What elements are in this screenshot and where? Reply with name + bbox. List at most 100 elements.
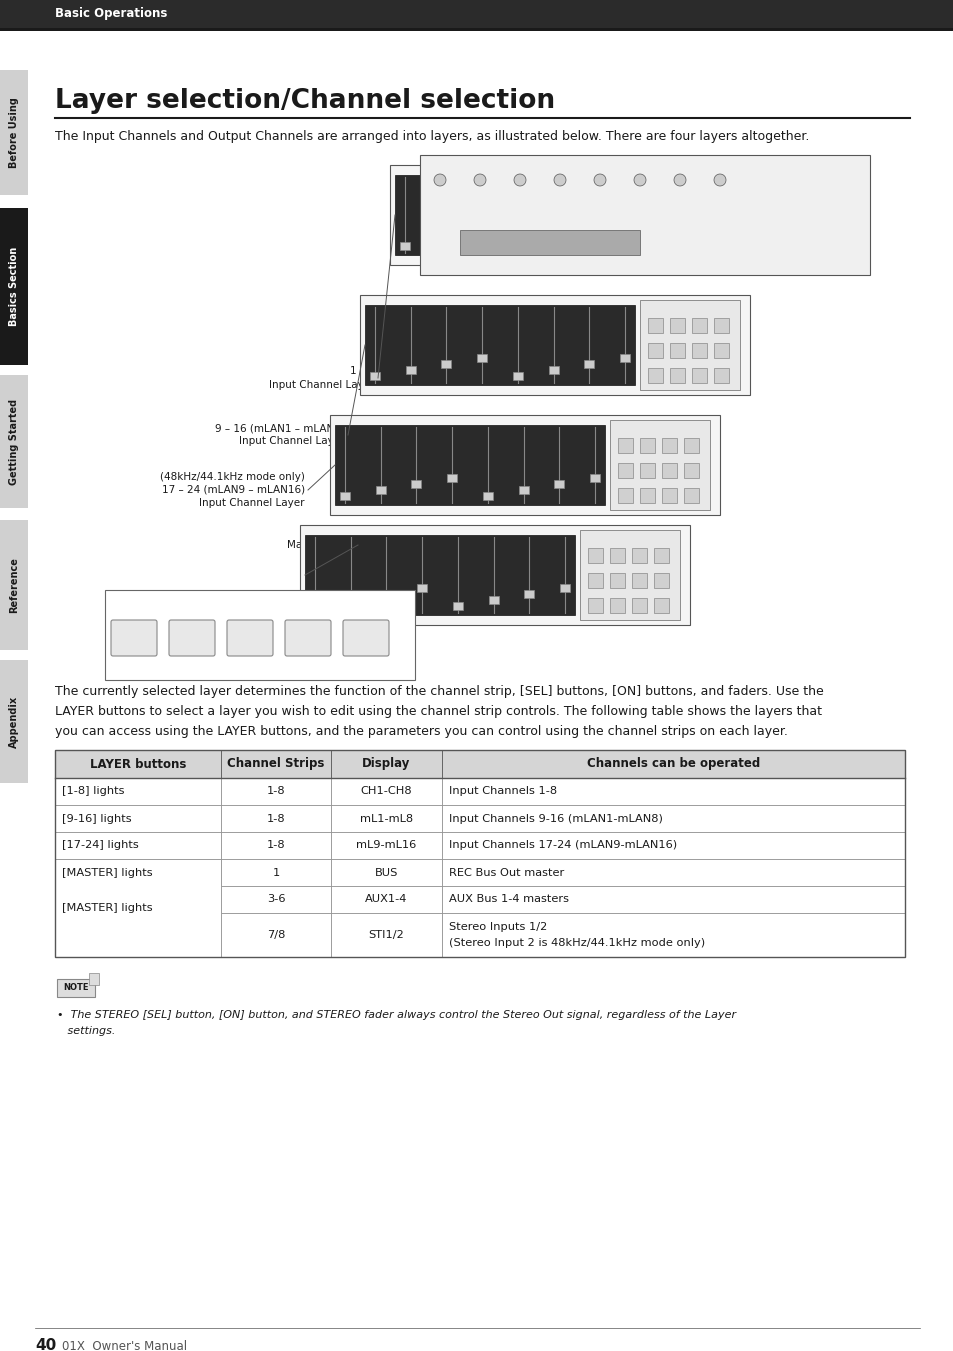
- Bar: [618, 488, 633, 503]
- Bar: [335, 426, 604, 505]
- Bar: [669, 317, 684, 332]
- Bar: [416, 584, 427, 592]
- Bar: [441, 913, 904, 957]
- Text: O–  AUDIO  —  IN•T  —  MIDI  —  BUS|AUX  —  OTHER: O– AUDIO — IN•T — MIDI — BUS|AUX — OTHER: [112, 612, 314, 621]
- Bar: [459, 230, 639, 255]
- Bar: [331, 913, 441, 957]
- Bar: [331, 750, 441, 778]
- Text: 7/8: 7/8: [267, 929, 285, 940]
- Bar: [0, 70, 28, 195]
- Text: settings.: settings.: [57, 1025, 115, 1036]
- Bar: [524, 590, 534, 598]
- Bar: [331, 832, 441, 859]
- Bar: [339, 492, 350, 500]
- Bar: [678, 238, 692, 253]
- Bar: [488, 596, 498, 604]
- Text: Master Layer: Master Layer: [287, 540, 355, 550]
- Bar: [713, 367, 728, 382]
- Bar: [331, 778, 441, 805]
- Text: mL1-mL8: mL1-mL8: [359, 813, 413, 824]
- Bar: [587, 549, 602, 563]
- Bar: [370, 372, 379, 380]
- Bar: [441, 859, 904, 886]
- Circle shape: [634, 174, 645, 186]
- Bar: [639, 488, 655, 503]
- Bar: [411, 480, 421, 488]
- Text: [9-16] lights: [9-16] lights: [62, 813, 132, 824]
- Bar: [721, 213, 737, 228]
- Text: mL9-mL16: mL9-mL16: [356, 840, 416, 851]
- Text: 01X  Owner's Manual: 01X Owner's Manual: [62, 1339, 187, 1351]
- Bar: [631, 598, 646, 613]
- Text: [1-8] lights: [1-8] lights: [62, 786, 125, 797]
- Bar: [713, 343, 728, 358]
- Bar: [683, 488, 699, 503]
- Bar: [55, 778, 220, 805]
- Text: 40: 40: [35, 1339, 56, 1351]
- Text: Basic Operations: Basic Operations: [55, 8, 167, 20]
- Text: 1 – 8: 1 – 8: [350, 366, 375, 377]
- FancyBboxPatch shape: [285, 620, 331, 657]
- Text: 1-8: 1-8: [267, 840, 285, 851]
- Bar: [359, 295, 749, 394]
- Text: (Stereo Input 2 is 48kHz/44.1kHz mode only): (Stereo Input 2 is 48kHz/44.1kHz mode on…: [448, 938, 704, 948]
- FancyBboxPatch shape: [169, 620, 214, 657]
- Text: AUX1-4: AUX1-4: [365, 894, 407, 905]
- Bar: [639, 438, 655, 453]
- Bar: [55, 832, 220, 859]
- Text: Channel Strips: Channel Strips: [227, 758, 324, 770]
- Bar: [441, 805, 904, 832]
- Bar: [0, 28, 953, 31]
- Bar: [669, 367, 684, 382]
- Text: (48kHz/44.1kHz mode only): (48kHz/44.1kHz mode only): [160, 471, 305, 482]
- Bar: [713, 317, 728, 332]
- Bar: [583, 359, 594, 367]
- Bar: [554, 480, 563, 488]
- Text: Layer selection/Channel selection: Layer selection/Channel selection: [55, 88, 555, 113]
- Bar: [0, 376, 28, 508]
- Bar: [618, 463, 633, 478]
- Text: STI1/2: STI1/2: [368, 929, 404, 940]
- Text: 1: 1: [273, 867, 279, 878]
- Text: LAYER buttons: LAYER buttons: [90, 758, 186, 770]
- Text: Channels can be operated: Channels can be operated: [586, 758, 760, 770]
- Bar: [405, 366, 416, 374]
- Circle shape: [474, 174, 485, 186]
- Bar: [381, 590, 391, 598]
- Circle shape: [594, 174, 605, 186]
- Bar: [691, 367, 706, 382]
- Text: Getting Started: Getting Started: [9, 399, 19, 485]
- Text: Stereo Inputs 1/2: Stereo Inputs 1/2: [448, 921, 546, 932]
- Bar: [609, 573, 624, 588]
- Text: Input Channels 9-16 (mLAN1-mLAN8): Input Channels 9-16 (mLAN1-mLAN8): [448, 813, 662, 824]
- Bar: [589, 474, 599, 482]
- Text: Input Channel Layer: Input Channel Layer: [199, 499, 305, 508]
- Bar: [669, 343, 684, 358]
- Circle shape: [434, 174, 446, 186]
- Bar: [441, 750, 904, 778]
- Bar: [721, 238, 737, 253]
- Text: 1-8: 1-8: [267, 813, 285, 824]
- Text: Display: Display: [362, 758, 410, 770]
- Bar: [507, 224, 517, 232]
- Text: Before Using: Before Using: [9, 97, 19, 168]
- Text: Input Channel Layer: Input Channel Layer: [269, 380, 375, 389]
- Bar: [441, 359, 451, 367]
- Bar: [331, 859, 441, 886]
- Text: [MASTER] lights: [MASTER] lights: [62, 867, 152, 878]
- Bar: [365, 305, 635, 385]
- Bar: [299, 526, 689, 626]
- Text: MIXER/LAYER: MIXER/LAYER: [110, 594, 182, 605]
- Bar: [647, 343, 662, 358]
- Bar: [453, 603, 462, 611]
- Bar: [661, 488, 677, 503]
- Text: AUX Bus 1-4 masters: AUX Bus 1-4 masters: [448, 894, 568, 905]
- Bar: [639, 300, 740, 390]
- Bar: [331, 805, 441, 832]
- Bar: [220, 886, 331, 913]
- FancyBboxPatch shape: [111, 620, 157, 657]
- Text: ―  1-8  —[   9-16  mLAN  17-24  ]—  MASTER: ― 1-8 —[ 9-16 mLAN 17-24 ]— MASTER: [112, 670, 283, 680]
- Bar: [631, 573, 646, 588]
- Text: REC Bus Out master: REC Bus Out master: [448, 867, 563, 878]
- Bar: [55, 859, 220, 886]
